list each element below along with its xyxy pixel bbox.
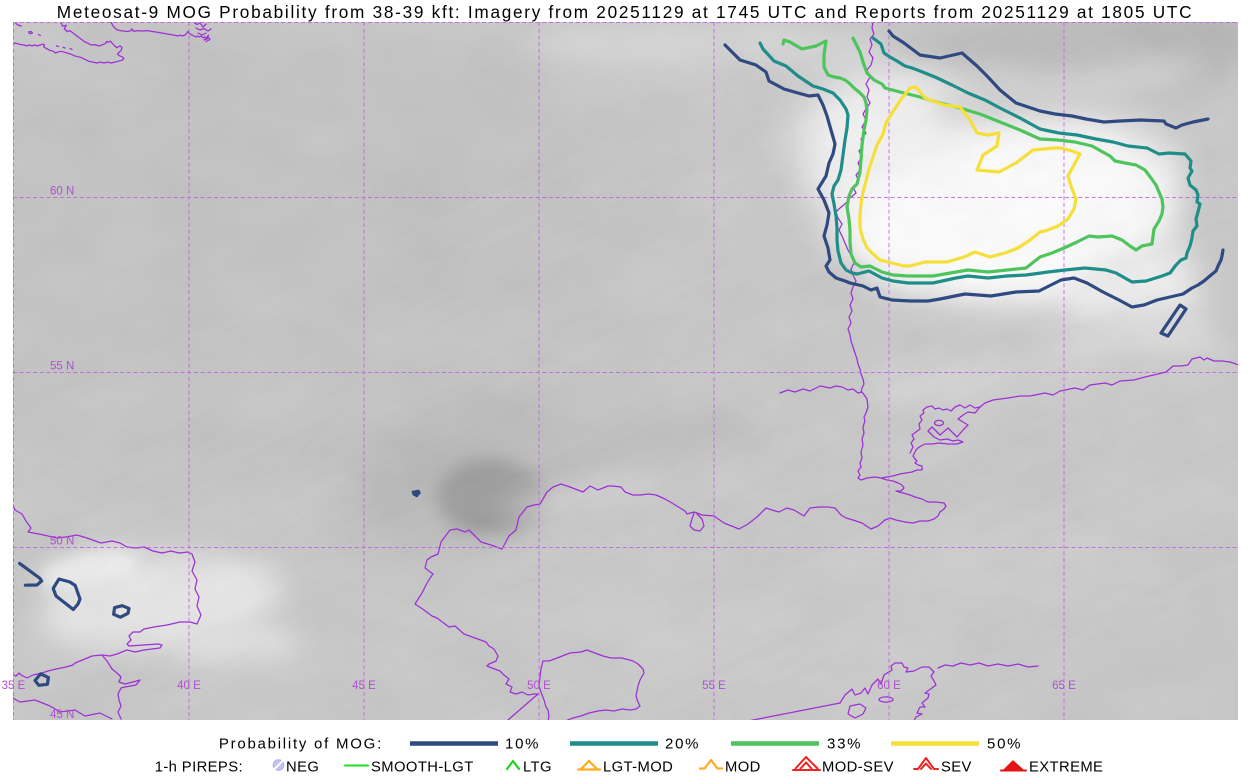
svg-text:SMOOTH-LGT: SMOOTH-LGT — [371, 760, 474, 776]
svg-text:60 N: 60 N — [50, 186, 74, 198]
svg-text:MOD: MOD — [725, 760, 761, 776]
svg-text:1-h PIREPS:: 1-h PIREPS: — [155, 760, 243, 776]
svg-text:45 N: 45 N — [50, 709, 74, 721]
svg-text:65 E: 65 E — [1052, 680, 1076, 692]
svg-text:LGT-MOD: LGT-MOD — [603, 760, 673, 776]
svg-text:60 E: 60 E — [877, 680, 901, 692]
svg-text:55 E: 55 E — [702, 680, 726, 692]
svg-text:50 N: 50 N — [50, 536, 74, 548]
svg-text:Probability of MOG:: Probability of MOG: — [219, 736, 383, 753]
svg-text:LTG: LTG — [523, 760, 552, 776]
svg-text:45 E: 45 E — [352, 680, 376, 692]
svg-text:55 N: 55 N — [50, 361, 74, 373]
svg-text:35 E: 35 E — [2, 680, 26, 692]
svg-text:40 E: 40 E — [177, 680, 201, 692]
svg-text:20%: 20% — [665, 736, 700, 753]
svg-text:Meteosat-9 MOG Probability fro: Meteosat-9 MOG Probability from 38-39 kf… — [57, 2, 1193, 22]
svg-text:50 E: 50 E — [527, 680, 551, 692]
svg-text:NEG: NEG — [286, 760, 319, 776]
svg-text:MOD-SEV: MOD-SEV — [822, 760, 894, 776]
svg-text:10%: 10% — [505, 736, 540, 753]
svg-text:50%: 50% — [987, 736, 1022, 753]
svg-text:SEV: SEV — [941, 760, 972, 776]
svg-text:33%: 33% — [827, 736, 862, 753]
svg-text:EXTREME: EXTREME — [1029, 760, 1103, 776]
